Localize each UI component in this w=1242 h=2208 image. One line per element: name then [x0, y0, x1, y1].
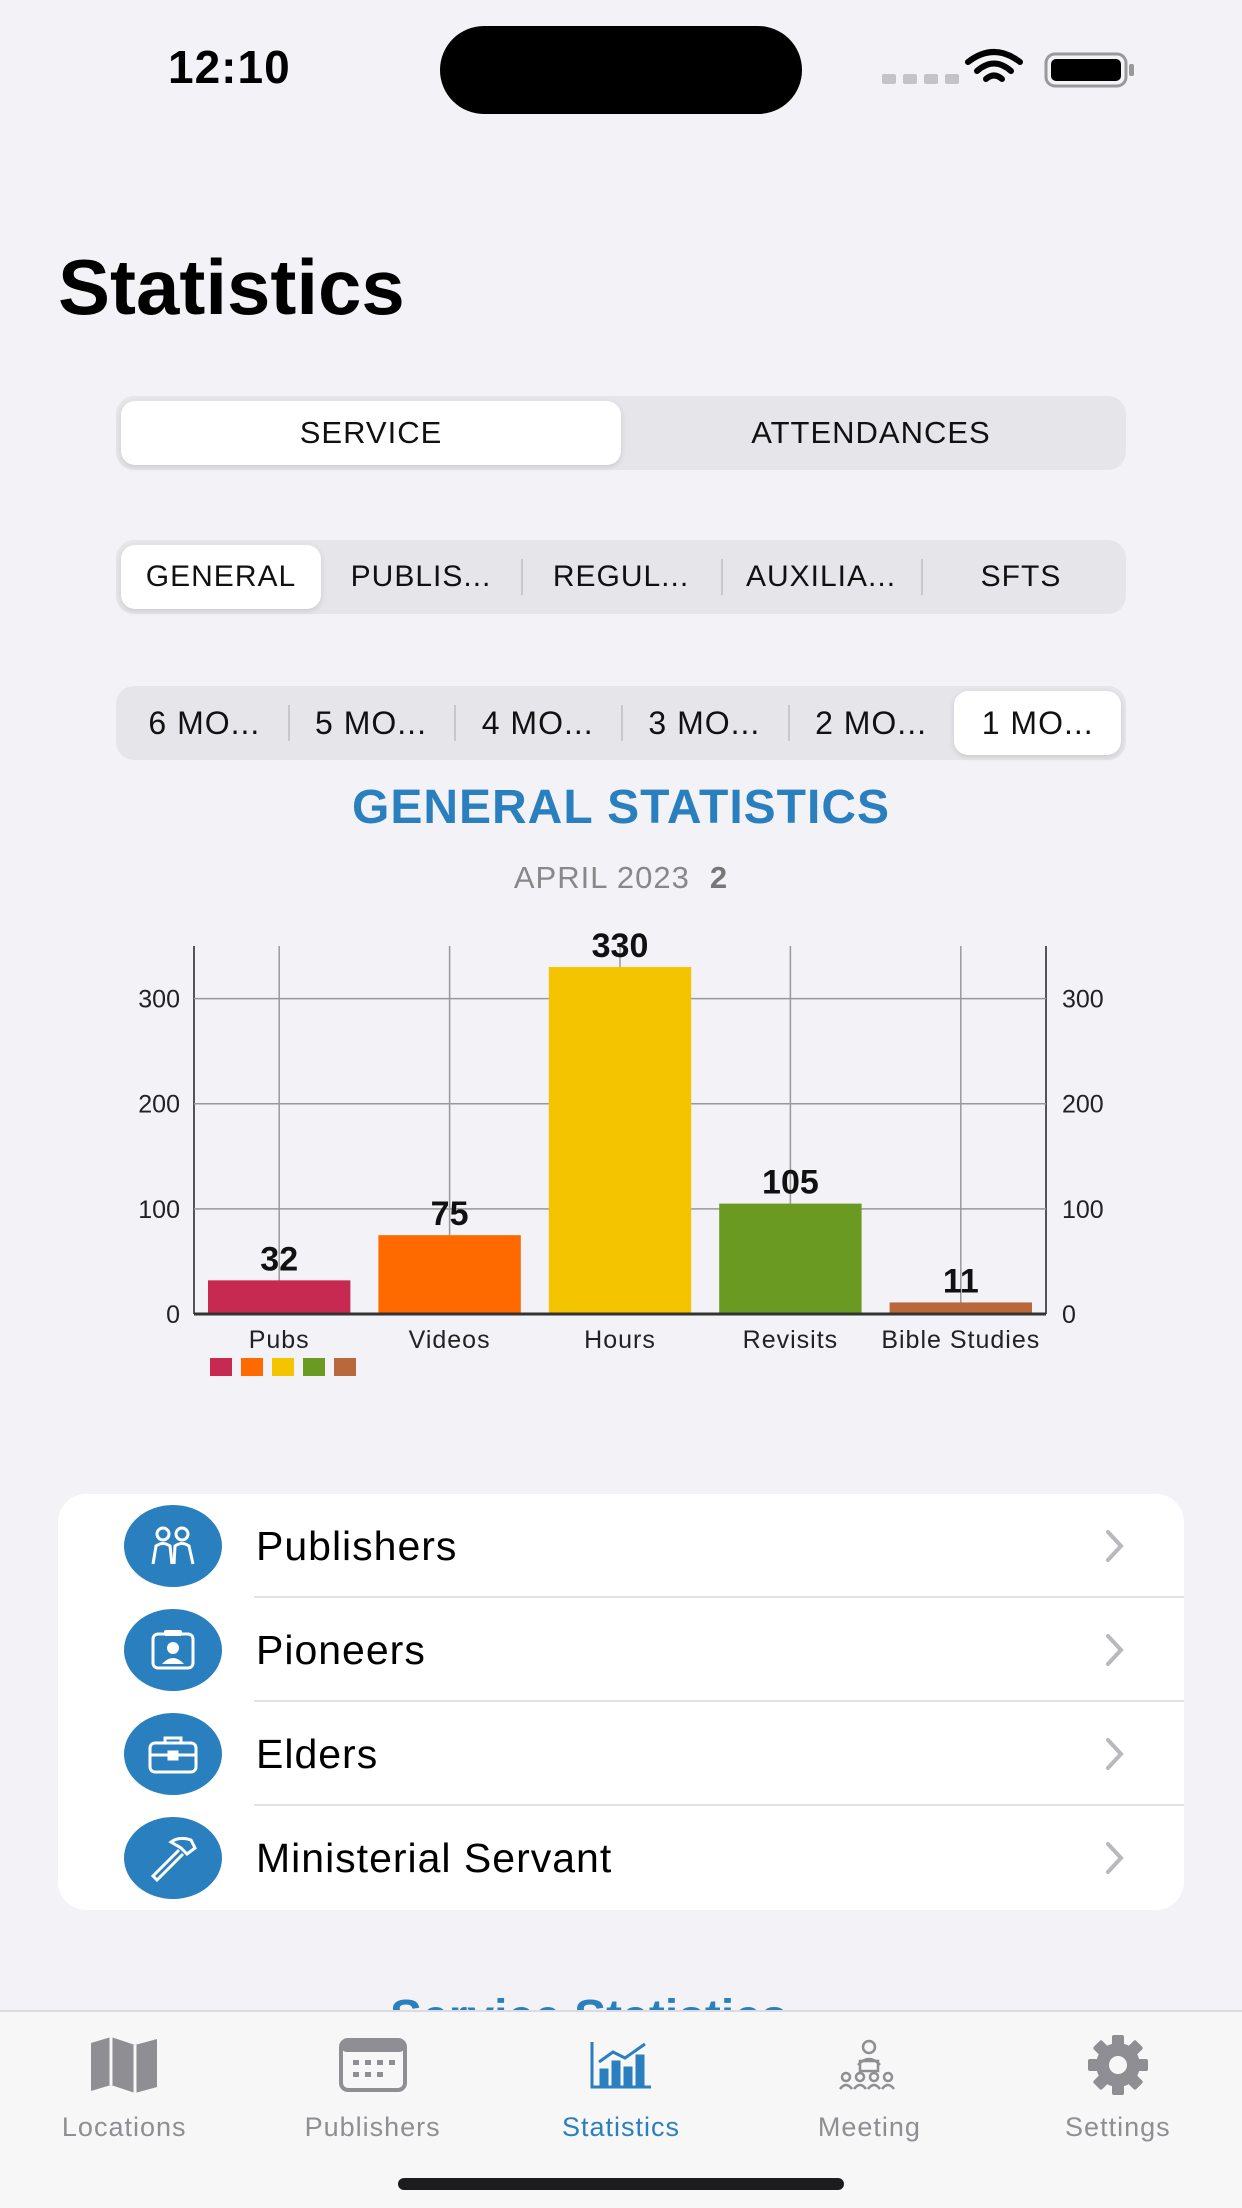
bar-revisits — [719, 1203, 862, 1314]
calendar-icon — [338, 2032, 407, 2098]
segment-4-months[interactable]: 4 MO... — [454, 691, 621, 755]
chevron-right-icon — [1106, 1738, 1124, 1770]
segment-5-months[interactable]: 5 MO... — [287, 691, 455, 755]
x-tick-label: Revisits — [743, 1326, 839, 1354]
page-title: Statistics — [58, 243, 405, 331]
service-attendances-segment: SERVICE ATTENDANCES — [116, 396, 1126, 470]
category-segment: GENERAL PUBLIS... REGUL... AUXILIA... SF… — [116, 540, 1126, 614]
id-card-icon — [124, 1609, 222, 1691]
bar-hours — [548, 967, 692, 1314]
tab-label: Settings — [1065, 2112, 1171, 2142]
segment-publishers[interactable]: PUBLIS... — [350, 560, 492, 593]
x-tick-label: Pubs — [249, 1326, 310, 1354]
y-tick-label-right: 300 — [1062, 986, 1104, 1014]
home-indicator — [398, 2178, 844, 2190]
map-icon — [89, 2032, 159, 2098]
y-tick-label-left: 300 — [138, 986, 180, 1014]
battery-icon — [1044, 52, 1134, 88]
dynamic-island — [440, 26, 802, 114]
tab-bar: Locations Publishers Statistics Meeting — [0, 2010, 1242, 2208]
segment-regular[interactable]: REGUL... — [521, 545, 721, 609]
segment-6-months[interactable]: 6 MO... — [148, 704, 261, 741]
list-item-label: Elders — [256, 1730, 379, 1777]
legend-swatch — [303, 1358, 325, 1376]
tab-settings[interactable]: Settings — [994, 2012, 1242, 2208]
legend-swatch — [334, 1358, 356, 1376]
list-item-label: Pioneers — [256, 1626, 426, 1673]
hammer-icon — [124, 1817, 222, 1899]
x-tick-label: Bible Studies — [881, 1326, 1040, 1354]
chart-subtitle: APRIL 2023 2 — [0, 860, 1242, 896]
data-label: 105 — [762, 1164, 819, 1202]
tab-meeting[interactable]: Meeting — [745, 2012, 993, 2208]
segment-general[interactable]: GENERAL — [121, 545, 321, 609]
chart-title: GENERAL STATISTICS — [351, 781, 891, 834]
segment-1-month[interactable]: 1 MO... — [954, 691, 1122, 755]
period-segment: 6 MO... 5 MO... 4 MO... 3 MO... 2 MO... … — [116, 686, 1126, 760]
cellular-signal-icon — [882, 74, 959, 84]
chevron-right-icon — [1106, 1530, 1124, 1562]
data-label: 330 — [592, 927, 649, 965]
tab-publishers[interactable]: Publishers — [248, 2012, 496, 2208]
segment-attendances[interactable]: ATTENDANCES — [751, 415, 991, 450]
segment-sfts[interactable]: SFTS — [921, 545, 1121, 609]
segment-auxiliary[interactable]: AUXILIA... — [721, 545, 921, 609]
bar-chart: 0 0 100 100 200 200 300 300 32 Pubs 75 Videos 330 Hou… — [138, 927, 1104, 1376]
wifi-icon — [965, 49, 1023, 82]
y-tick-label-right: 200 — [1062, 1091, 1104, 1119]
x-tick-label: Videos — [409, 1326, 491, 1354]
people-icon — [124, 1505, 222, 1587]
legend-swatch — [241, 1358, 263, 1376]
tab-locations[interactable]: Locations — [0, 2012, 248, 2208]
chevron-right-icon — [1106, 1634, 1124, 1666]
list-item-pioneers[interactable]: Pioneers — [58, 1598, 1184, 1702]
legend-swatch — [210, 1358, 232, 1376]
gear-icon — [1086, 2032, 1150, 2098]
segment-3-months[interactable]: 3 MO... — [621, 691, 788, 755]
tab-label: Locations — [61, 2112, 187, 2142]
x-tick-label: Hours — [584, 1326, 656, 1354]
meeting-icon — [836, 2032, 902, 2098]
tab-label: Publishers — [304, 2112, 441, 2142]
y-tick-label-left: 0 — [166, 1301, 180, 1329]
data-label: 32 — [260, 1240, 298, 1278]
briefcase-icon — [124, 1713, 222, 1795]
role-list: Publishers Pioneers Elders — [58, 1494, 1184, 1910]
list-item-ministerial-servant[interactable]: Ministerial Servant — [58, 1806, 1184, 1910]
chart-icon — [589, 2032, 653, 2098]
list-item-label: Publishers — [256, 1522, 458, 1569]
segment-2-months[interactable]: 2 MO... — [787, 691, 955, 755]
bar-pubs — [208, 1280, 351, 1314]
list-item-label: Ministerial Servant — [256, 1834, 613, 1881]
bar-videos — [378, 1235, 521, 1314]
chevron-right-icon — [1106, 1842, 1124, 1874]
data-label: 75 — [431, 1195, 469, 1233]
legend-swatch — [272, 1358, 294, 1376]
chart-month: APRIL 2023 — [513, 860, 690, 895]
bar-bible-studies — [889, 1302, 1032, 1314]
y-tick-label-left: 200 — [138, 1091, 180, 1119]
data-label: 11 — [943, 1262, 979, 1300]
tab-statistics[interactable]: Statistics — [497, 2012, 745, 2208]
tab-label: Meeting — [817, 2112, 921, 2142]
tab-label: Statistics — [562, 2112, 681, 2142]
y-tick-label-right: 0 — [1062, 1301, 1076, 1329]
y-tick-label-left: 100 — [138, 1196, 180, 1224]
list-item-elders[interactable]: Elders — [58, 1702, 1184, 1806]
list-item-publishers[interactable]: Publishers — [58, 1494, 1184, 1598]
chart-count: 2 — [709, 860, 729, 895]
status-time: 12:10 — [168, 41, 291, 93]
y-tick-label-right: 100 — [1062, 1196, 1104, 1224]
segment-service[interactable]: SERVICE — [121, 401, 621, 465]
